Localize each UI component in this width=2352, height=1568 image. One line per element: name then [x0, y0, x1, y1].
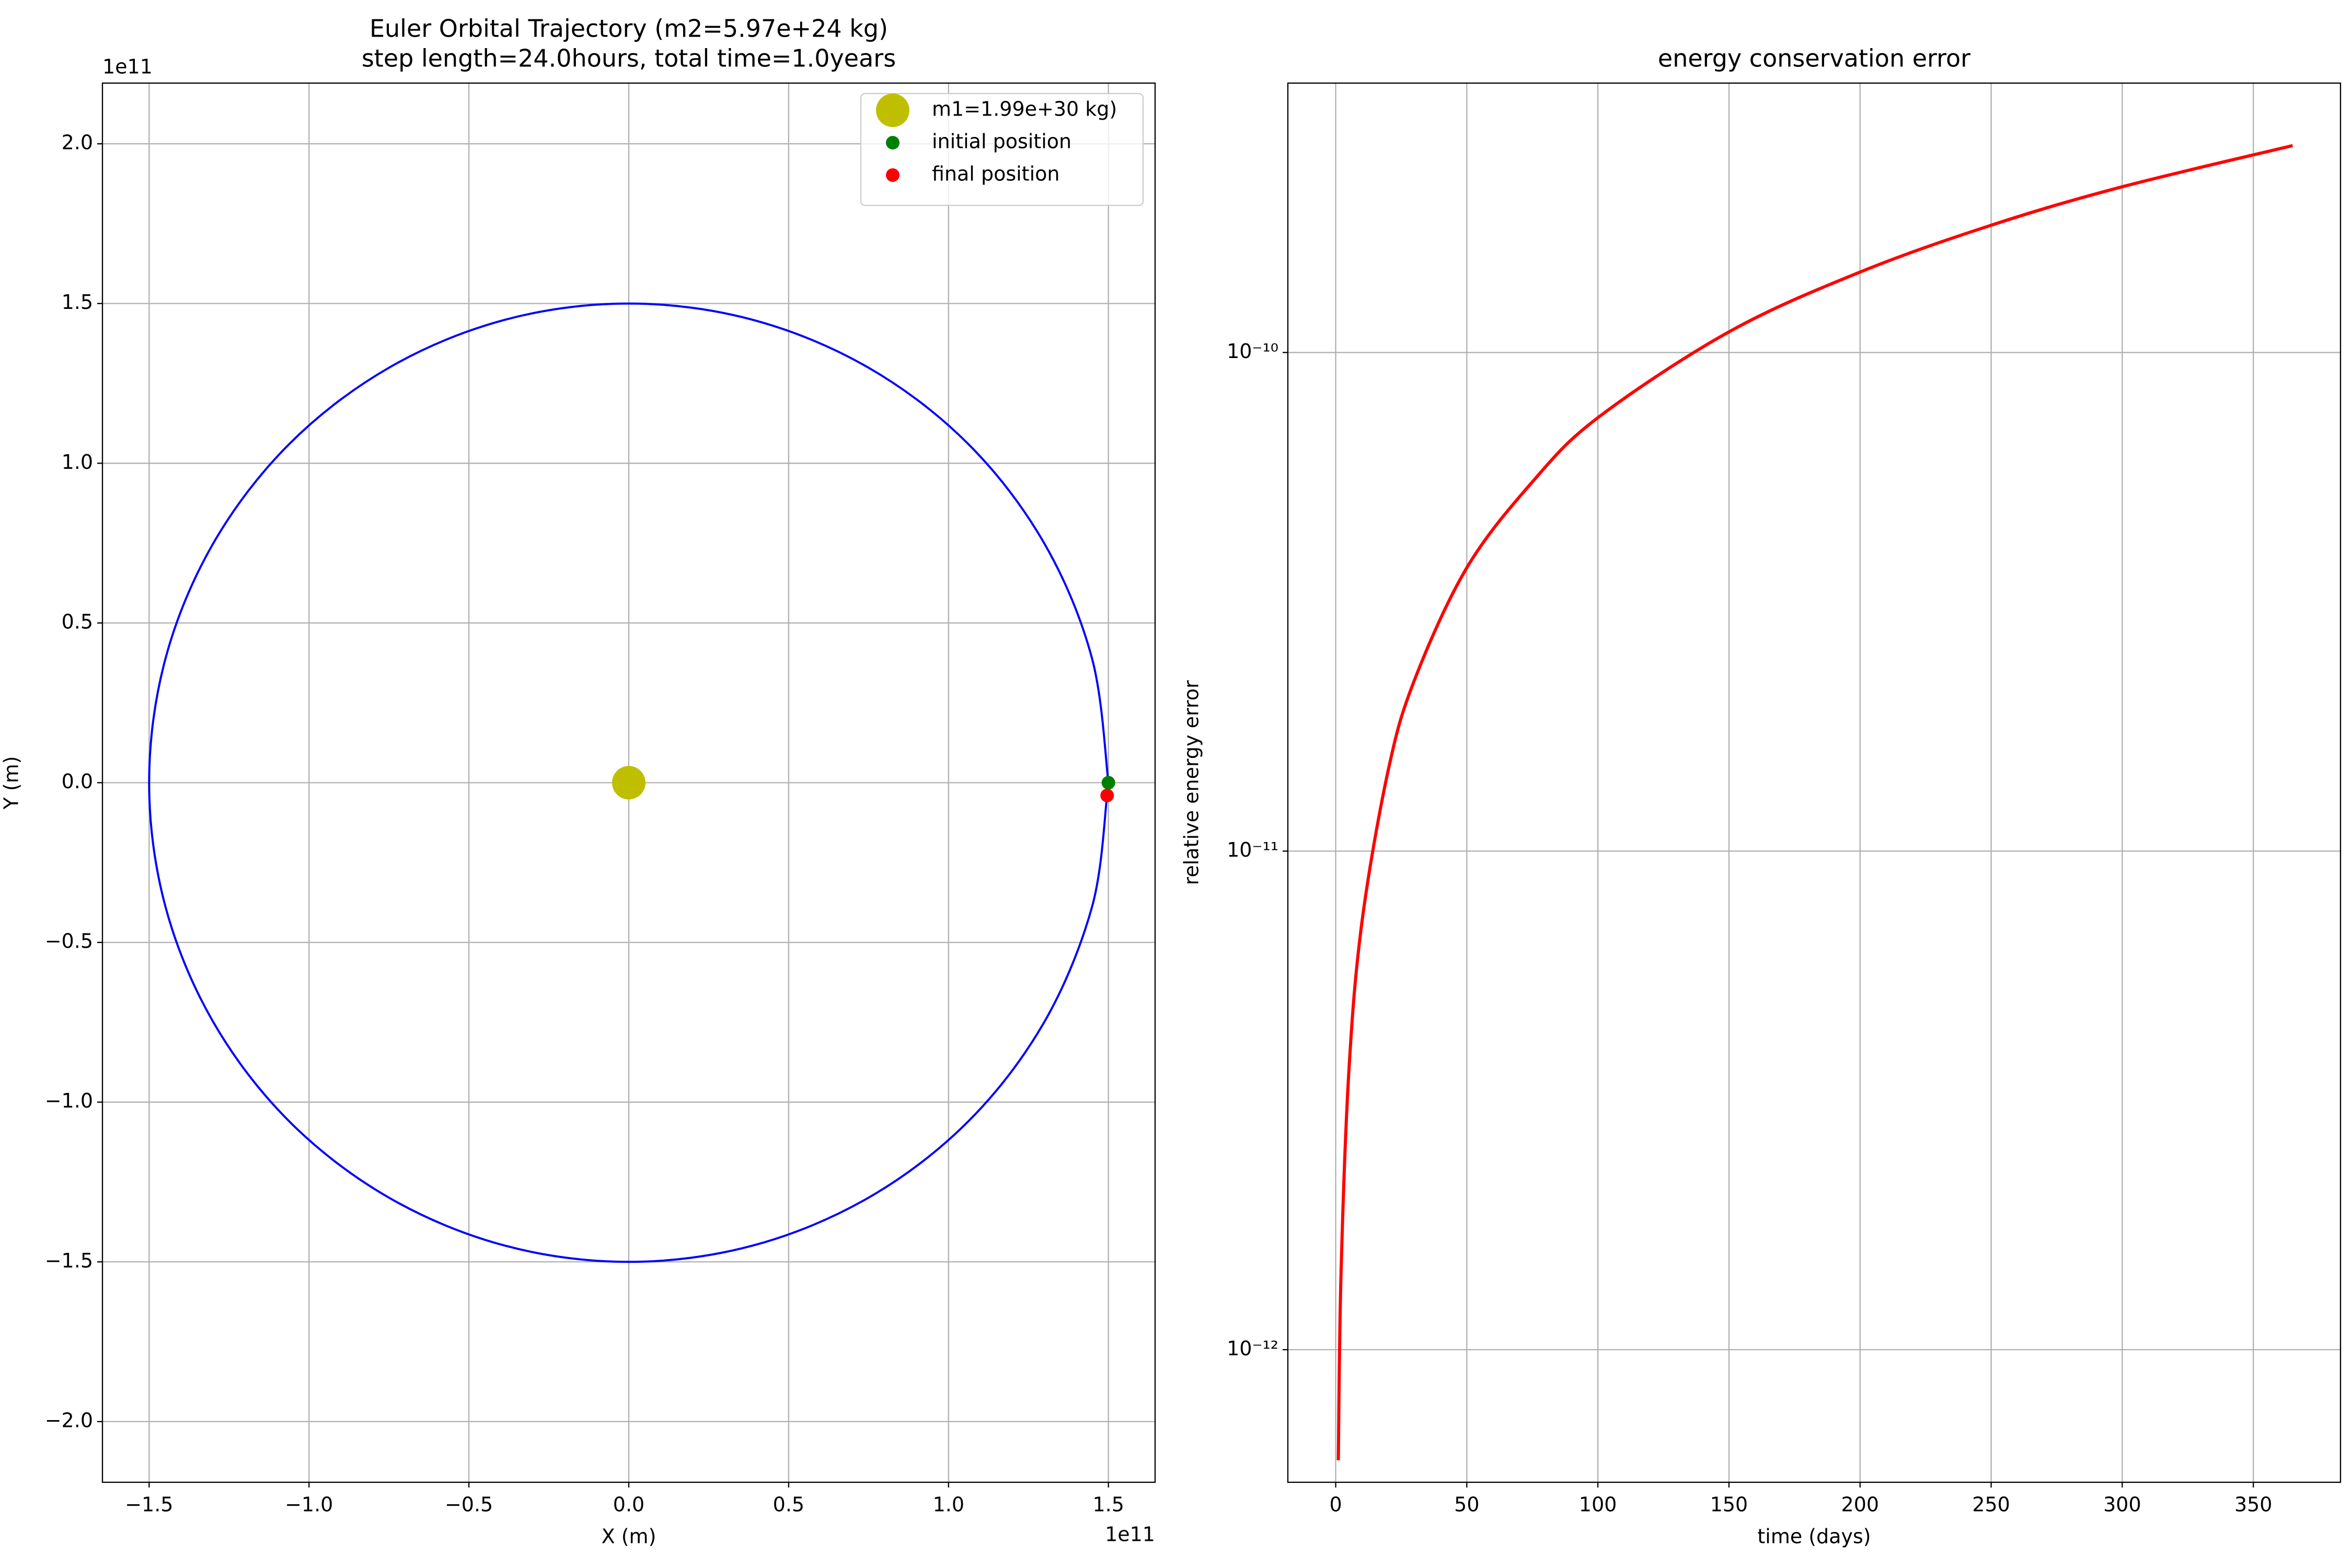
x-offset-label: 1e11 — [1105, 1523, 1155, 1546]
legend-marker — [876, 94, 909, 127]
x-tick-label: 250 — [1972, 1493, 2010, 1516]
chart-title: Euler Orbital Trajectory (m2=5.97e+24 kg… — [370, 15, 888, 43]
series-line — [148, 302, 1110, 1263]
x-tick-label: 0.5 — [773, 1493, 804, 1516]
y-tick-label: −2.0 — [45, 1409, 93, 1432]
y-tick-label: 2.0 — [62, 131, 93, 154]
x-tick-label: 1.0 — [933, 1493, 964, 1516]
x-tick-label: 350 — [2234, 1493, 2273, 1516]
legend-label: final position — [932, 163, 1059, 186]
chart-subtitle: step length=24.0hours, total time=1.0yea… — [362, 44, 896, 73]
y-tick-label: −0.5 — [45, 930, 93, 953]
chart-title: energy conservation error — [1658, 44, 1970, 73]
y-tick-label: 10⁻¹² — [1227, 1337, 1278, 1360]
y-tick-label: 0.0 — [62, 770, 93, 793]
plot-area — [1336, 144, 2293, 1460]
x-tick-label: 0 — [1329, 1493, 1342, 1516]
x-tick-label: 1.5 — [1092, 1493, 1124, 1516]
series-line — [1336, 144, 2293, 1460]
legend-label: initial position — [932, 130, 1071, 153]
x-tick-label: −1.5 — [125, 1493, 173, 1516]
x-tick-label: 200 — [1841, 1493, 1880, 1516]
x-tick-label: 150 — [1710, 1493, 1748, 1516]
legend-marker — [886, 168, 900, 182]
y-offset-label: 1e11 — [102, 55, 153, 78]
y-tick-label: 10⁻¹¹ — [1227, 838, 1278, 861]
plot-area — [148, 302, 1115, 1263]
y-tick-label: −1.5 — [45, 1249, 93, 1272]
axes: energy conservation error 0 50 100 150 200 250… — [1180, 44, 2342, 1548]
axes: Euler Orbital Trajectory (m2=5.97e+24 kg… — [0, 15, 1156, 1548]
y-tick-label: 0.5 — [62, 610, 93, 633]
y-axis-label: Y (m) — [0, 756, 23, 810]
x-tick-label: 300 — [2103, 1493, 2141, 1516]
point — [1100, 788, 1114, 802]
axes-frame — [1287, 82, 2342, 1483]
y-tick-label: 1.0 — [62, 451, 93, 474]
point — [612, 766, 645, 800]
legend-marker — [886, 136, 900, 149]
legend: m1=1.99e+30 kg) initial position final pos… — [860, 93, 1144, 206]
y-tick-label: −1.0 — [45, 1089, 93, 1112]
y-axis-label: relative energy error — [1180, 680, 1203, 885]
x-axis-label: time (days) — [1757, 1525, 1871, 1548]
y-tick-label: 1.5 — [62, 291, 93, 314]
x-tick-label: 50 — [1454, 1493, 1479, 1516]
x-tick-label: −1.0 — [285, 1493, 333, 1516]
legend-label: m1=1.99e+30 kg) — [932, 98, 1117, 121]
legend-box — [860, 93, 1144, 206]
point — [1101, 776, 1115, 790]
x-axis-label: X (m) — [602, 1525, 656, 1548]
x-tick-label: −0.5 — [445, 1493, 493, 1516]
x-tick-label: 100 — [1579, 1493, 1617, 1516]
x-tick-label: 0.0 — [613, 1493, 644, 1516]
y-tick-label: 10⁻¹⁰ — [1227, 340, 1278, 363]
axes-frame — [101, 82, 1156, 1483]
